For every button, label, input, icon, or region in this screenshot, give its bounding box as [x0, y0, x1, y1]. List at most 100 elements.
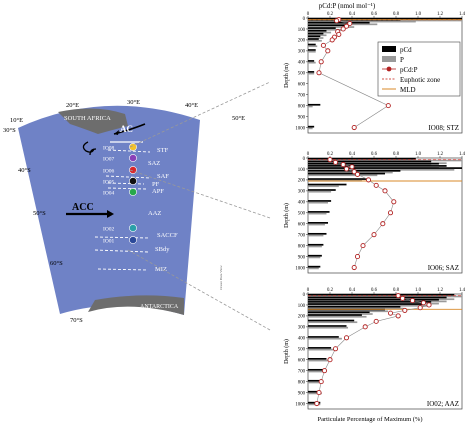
- depth-tick-label: 700: [298, 369, 306, 374]
- front-line-saf: [105, 175, 151, 179]
- lat-label-30s: 30°S: [3, 127, 16, 134]
- front-line-pf: [107, 182, 145, 185]
- legend-ratio-label: pCd:P: [400, 66, 418, 74]
- p-bar: [308, 295, 462, 298]
- pcd-bar: [308, 319, 355, 322]
- station-label-io07: IO07: [103, 156, 115, 162]
- station-label-io08: IO08: [103, 145, 115, 151]
- ratio-point: [395, 293, 401, 299]
- pcd-bar: [308, 311, 370, 314]
- ratio-point: [340, 162, 346, 168]
- ratio-point: [360, 243, 366, 249]
- lat-label-50s: 50°S: [33, 210, 46, 217]
- ratio-tick-label: 0: [307, 288, 310, 293]
- acc-arrowhead: [107, 210, 114, 218]
- p-bar: [308, 31, 332, 34]
- pcd-bar: [308, 49, 316, 51]
- pcd-bar: [308, 298, 439, 301]
- ratio-point: [332, 346, 339, 352]
- front-line-miz: [97, 268, 149, 271]
- lat-label-60s: 60°S: [50, 260, 63, 267]
- p-bar: [308, 348, 335, 351]
- pcd-bar: [308, 71, 315, 73]
- p-bar: [308, 326, 349, 329]
- pcd-bar: [308, 162, 439, 165]
- station-marker-io01: [129, 236, 137, 244]
- currents: AC ACC: [66, 123, 146, 218]
- pcd-bar: [308, 172, 385, 175]
- pcd-bar: [308, 17, 462, 20]
- depth-tick-label: 800: [298, 380, 306, 385]
- p-bar: [308, 304, 432, 307]
- depth-tick-label: 300: [298, 50, 306, 55]
- depth-tick-label: 1000: [295, 126, 305, 131]
- africa-landmass: [58, 108, 128, 134]
- station-marker-io04: [129, 188, 137, 196]
- depth-tick-label: 200: [298, 315, 306, 320]
- legend-p-swatch: [382, 56, 396, 62]
- ratio-tick-label: 0.2: [327, 152, 334, 157]
- front-label-saccf: SACCF: [157, 232, 178, 239]
- ratio-tick-label: 0.6: [371, 12, 378, 17]
- depth-tick-label: 600: [298, 223, 306, 228]
- p-bar: [308, 72, 315, 75]
- ratio-tick-label: 0.4: [349, 288, 356, 293]
- depth-tick-label: 0: [303, 17, 306, 22]
- depth-tick-label: 0: [303, 293, 306, 298]
- pcd-bar: [308, 305, 401, 308]
- p-bar: [308, 381, 324, 384]
- p-bar: [308, 403, 321, 406]
- depth-tick-label: 700: [298, 93, 306, 98]
- ratio-tick-label: 0.8: [393, 288, 400, 293]
- ratio-point: [391, 199, 397, 205]
- ratio-point: [349, 164, 355, 170]
- depth-tick-label: 400: [298, 61, 306, 66]
- depth-tick-label: 200: [298, 39, 306, 44]
- ratio-point: [351, 124, 357, 131]
- p-bar: [308, 212, 327, 215]
- pcd-bar: [308, 265, 321, 268]
- p-bar: [308, 321, 358, 324]
- ratio-tick-label: 0.4: [349, 152, 356, 157]
- ratio-point: [327, 357, 333, 363]
- leader-io02: [127, 249, 271, 331]
- p-bar: [308, 174, 378, 177]
- p-bar: [308, 190, 332, 193]
- p-bar: [308, 201, 329, 204]
- antarctica-label: ANTARCTICA: [140, 304, 179, 310]
- ratio-point: [343, 335, 350, 341]
- p-bar: [308, 171, 393, 174]
- panel-ylabel: Depth (m): [283, 203, 290, 228]
- panel-frame: [307, 157, 463, 274]
- pcd-bar: [308, 296, 447, 299]
- pcd-bar: [308, 35, 321, 38]
- odv-credit: Ocean Data View: [219, 265, 223, 290]
- ratio-tick-label: 1.4: [459, 12, 466, 17]
- map: SOUTH AFRICA ANTARCTICA 10°E 20°E 30°E 4…: [3, 99, 245, 324]
- pcd-bar: [308, 368, 324, 371]
- pcd-bar: [308, 32, 324, 35]
- bottom-axis-label: Particulate Percentage of Maximum (%): [317, 416, 422, 423]
- ratio-point: [351, 169, 357, 175]
- p-bar: [308, 307, 404, 310]
- pcd-bar: [308, 189, 336, 191]
- zone-label-saz: SAZ: [148, 160, 160, 167]
- ratio-point: [332, 159, 339, 165]
- p-bar: [308, 159, 462, 162]
- depth-tick-label: 0: [303, 157, 306, 162]
- depth-tick-label: 400: [298, 201, 306, 206]
- ratio-point: [318, 59, 324, 65]
- depth-tick-label: 1000: [295, 402, 305, 407]
- depth-tick-label: 600: [298, 359, 306, 364]
- ratio-point: [327, 157, 333, 163]
- station-marker-io07: [129, 154, 137, 162]
- ratio-point: [373, 318, 379, 324]
- front-line-saccf: [94, 236, 151, 239]
- pcd-bar: [308, 103, 321, 106]
- pcd-bar: [308, 243, 324, 246]
- pcd-bar: [308, 303, 424, 305]
- pcd-bar: [308, 232, 327, 235]
- front-line-sbdy: [94, 249, 149, 253]
- p-bar: [308, 223, 325, 226]
- p-bar: [308, 26, 355, 28]
